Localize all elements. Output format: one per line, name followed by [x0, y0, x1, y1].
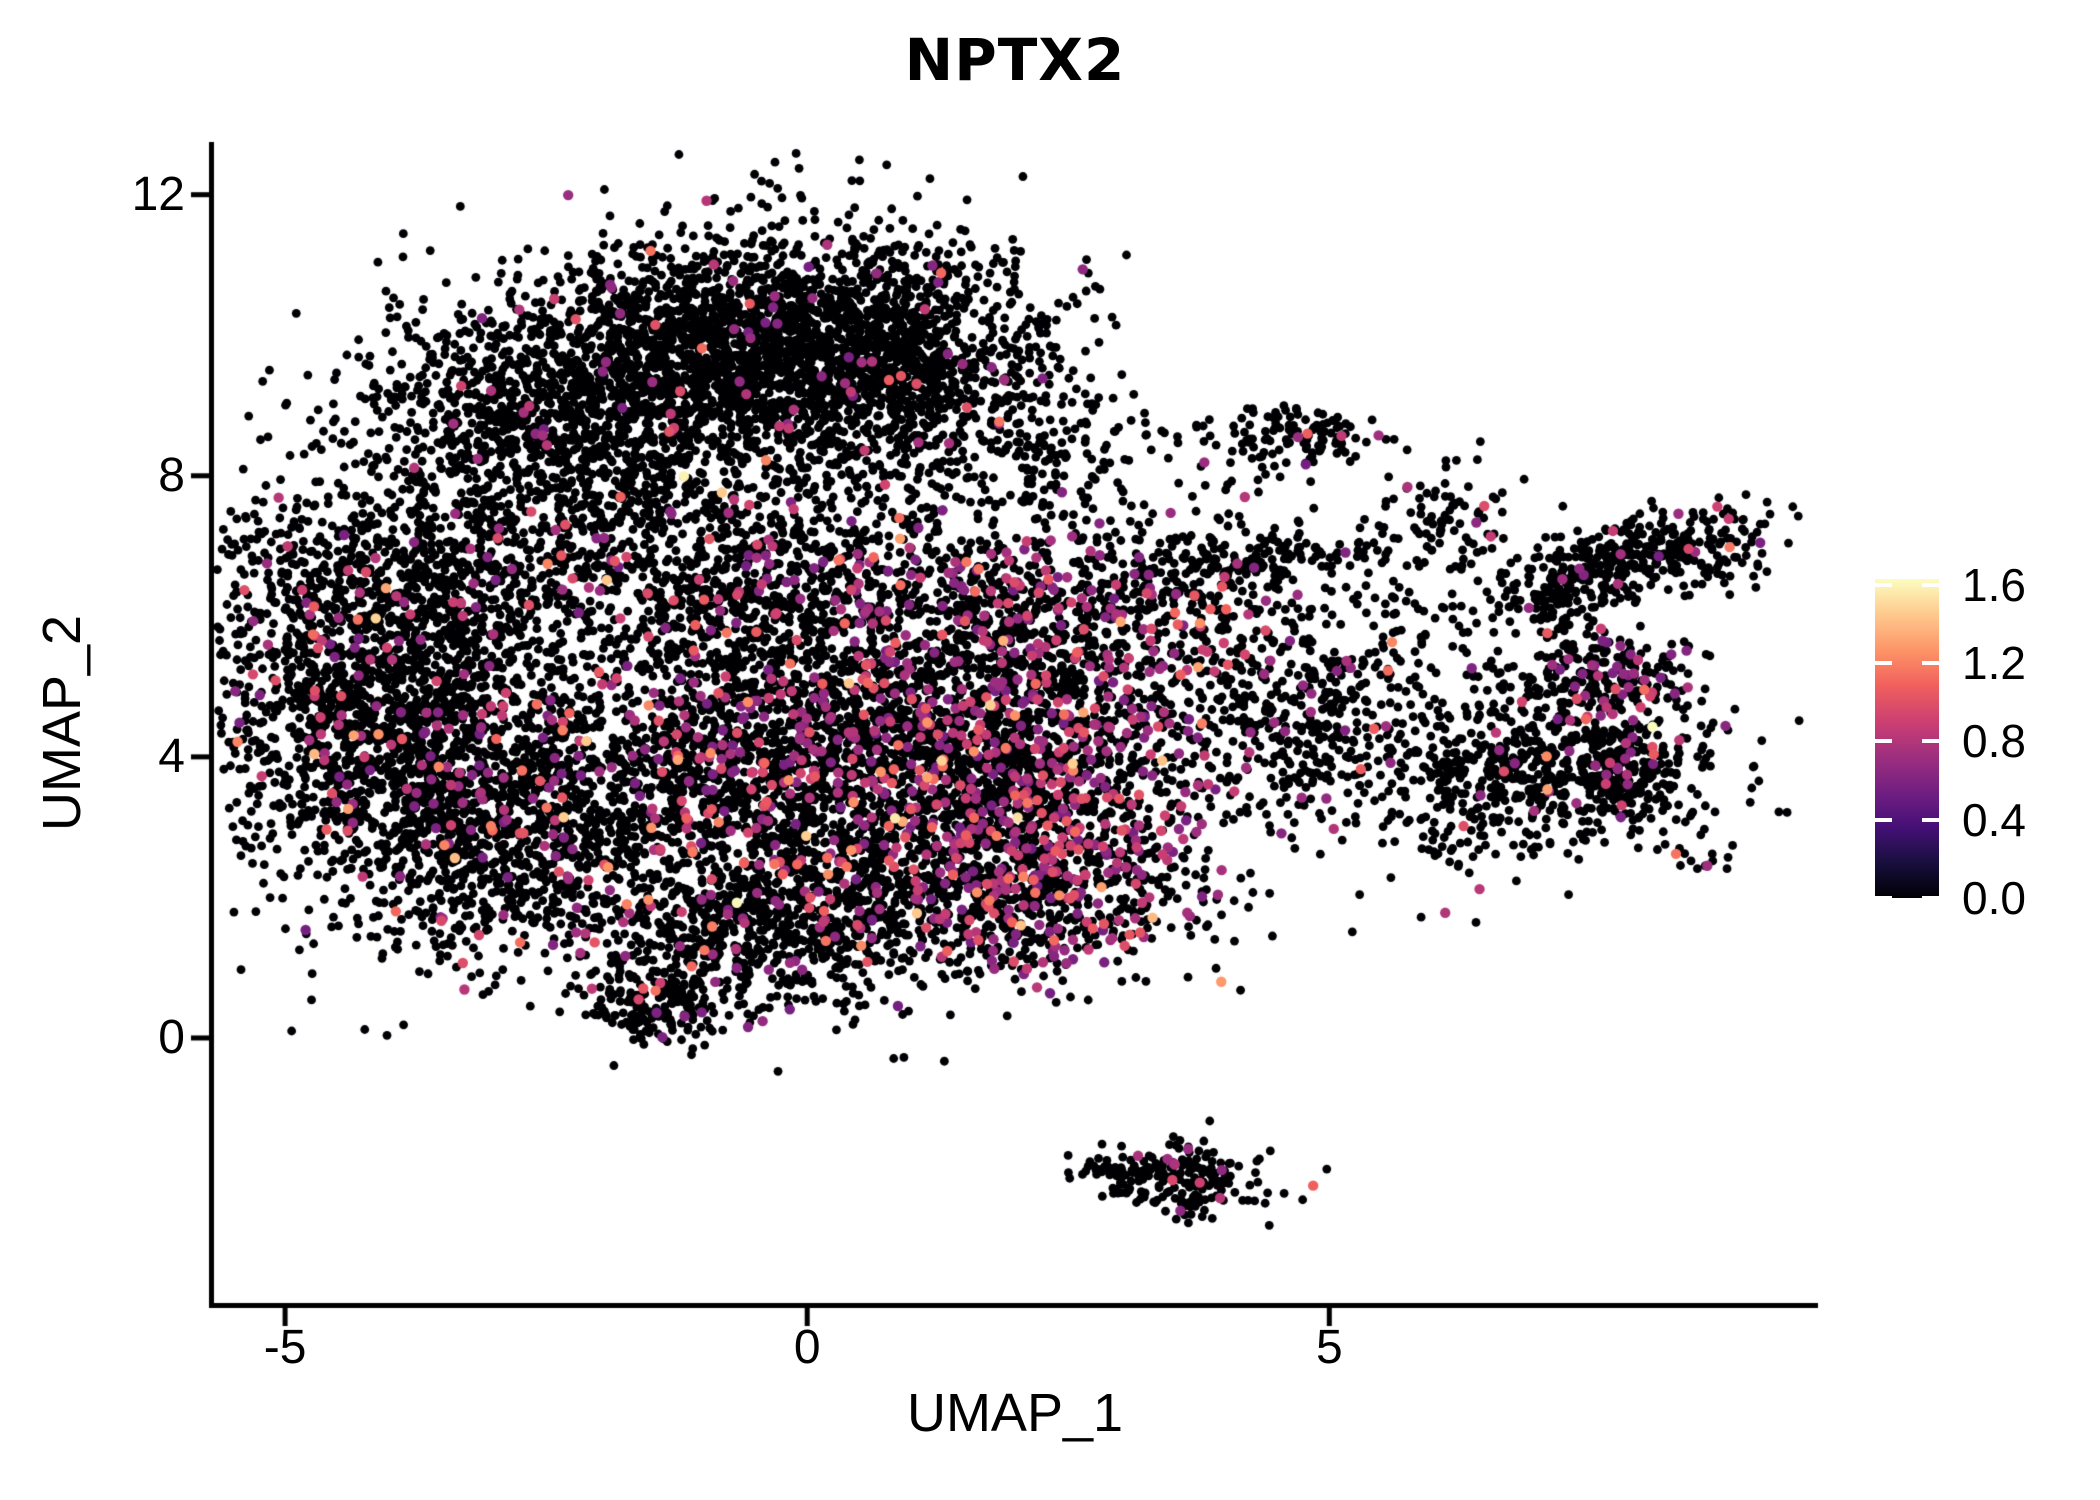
colorbar-tick-label: 0.0 [1962, 872, 2026, 924]
colorbar [1875, 579, 1939, 900]
y-tick-label: 0 [158, 1010, 185, 1064]
colorbar-tick [1875, 661, 1892, 666]
colorbar-tick [1875, 817, 1892, 822]
y-tick-label: 4 [158, 729, 185, 783]
y-axis-label: UMAP_2 [32, 614, 92, 832]
plot-title: NPTX2 [904, 26, 1126, 94]
x-axis-label: UMAP_1 [906, 1383, 1124, 1443]
y-tick-label: 8 [158, 448, 185, 502]
colorbar-tick [1922, 661, 1939, 666]
x-tick-label: -5 [263, 1321, 307, 1374]
colorbar-tick-label: 0.8 [1962, 715, 2026, 768]
colorbar-tick [1875, 896, 1892, 900]
colorbar-tick [1875, 739, 1892, 744]
colorbar-tick-label: 1.2 [1962, 637, 2026, 690]
colorbar-tick-label: 1.6 [1962, 558, 2026, 611]
colorbar-tick [1922, 896, 1939, 900]
colorbar-tick-label: 0.4 [1962, 793, 2026, 846]
colorbar-tick [1922, 817, 1939, 822]
colorbar-tick [1922, 739, 1939, 744]
colorbar-gradient [1875, 579, 1939, 898]
colorbar-tick [1875, 582, 1892, 587]
colorbar-tick [1922, 582, 1939, 587]
y-tick-label: 12 [131, 167, 185, 221]
x-tick-label: 5 [1315, 1321, 1343, 1374]
x-tick-label: 0 [793, 1321, 821, 1374]
